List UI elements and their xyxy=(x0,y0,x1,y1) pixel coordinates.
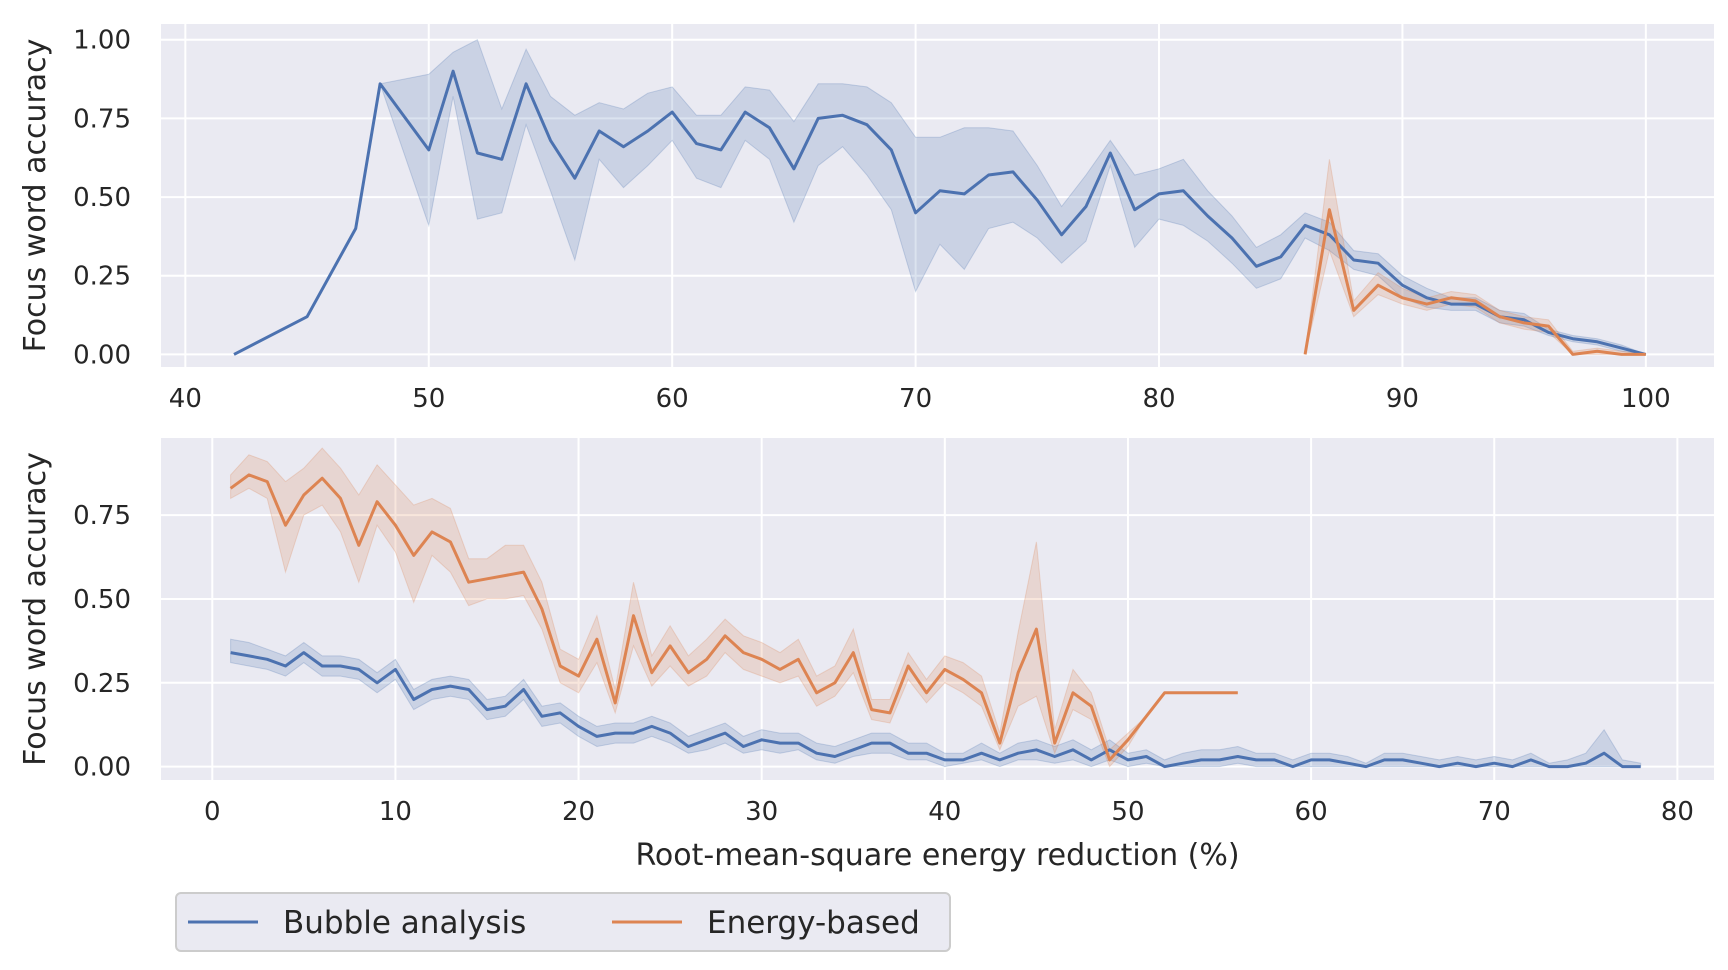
bottom-x-tick-label: 40 xyxy=(928,797,961,827)
top-plot-area xyxy=(161,24,1714,367)
bottom-x-tick-label: 70 xyxy=(1478,797,1511,827)
bottom-y-tick-label: 0.25 xyxy=(73,669,131,699)
legend-frame xyxy=(175,892,951,952)
legend-label-bubble: Bubble analysis xyxy=(283,905,526,941)
bottom-series-line-1 xyxy=(229,473,1238,762)
bottom-y-axis-title: Focus word accuracy xyxy=(18,452,53,766)
top-x-tick-label: 80 xyxy=(1142,384,1175,414)
bottom-x-tick-label: 80 xyxy=(1661,797,1694,827)
top-series-line-1 xyxy=(1303,208,1646,356)
top-y-axis-title: Focus word accuracy xyxy=(18,39,53,353)
top-series-line-0 xyxy=(233,69,1647,356)
bottom-x-tick-label: 10 xyxy=(379,797,412,827)
top-y-tick-label: 1.00 xyxy=(73,26,131,56)
top-y-tick-label: 0.25 xyxy=(73,262,131,292)
top-x-tick-label: 70 xyxy=(899,384,932,414)
top-panel: 40 50 60 70 80 90 100 0.00 0.25 0.50 0.75 1.00 Focus… xyxy=(18,24,1714,414)
bottom-y-tick-label: 0.75 xyxy=(73,501,131,531)
top-y-tick-label: 0.00 xyxy=(73,340,131,370)
top-y-tick-label: 0.50 xyxy=(73,183,131,213)
top-y-tick-label: 0.75 xyxy=(73,104,131,134)
bottom-x-tick-label: 20 xyxy=(562,797,595,827)
bottom-x-axis-title: Root-mean-square energy reduction (%) xyxy=(635,838,1239,873)
top-x-tick-label: 100 xyxy=(1621,384,1671,414)
legend-label-energy: Energy-based xyxy=(707,905,920,941)
top-x-tick-label: 40 xyxy=(169,384,202,414)
top-x-tick-label: 60 xyxy=(656,384,689,414)
bottom-y-tick-label: 0.50 xyxy=(73,585,131,615)
bottom-y-tick-label: 0.00 xyxy=(73,753,131,783)
top-x-tick-label: 50 xyxy=(412,384,445,414)
bottom-plot-area xyxy=(161,438,1714,780)
bottom-x-tick-label: 30 xyxy=(745,797,778,827)
bottom-x-tick-label: 50 xyxy=(1111,797,1144,827)
bottom-x-tick-label: 0 xyxy=(204,797,221,827)
legend: Bubble analysis Energy-based xyxy=(175,892,951,952)
bottom-panel: 0 10 20 30 40 50 60 70 80 0.00 0.25 0.50 0.75 Focus w… xyxy=(18,438,1714,873)
bottom-x-tick-label: 60 xyxy=(1295,797,1328,827)
top-x-tick-label: 90 xyxy=(1386,384,1419,414)
bottom-series-line-0 xyxy=(230,651,1641,769)
